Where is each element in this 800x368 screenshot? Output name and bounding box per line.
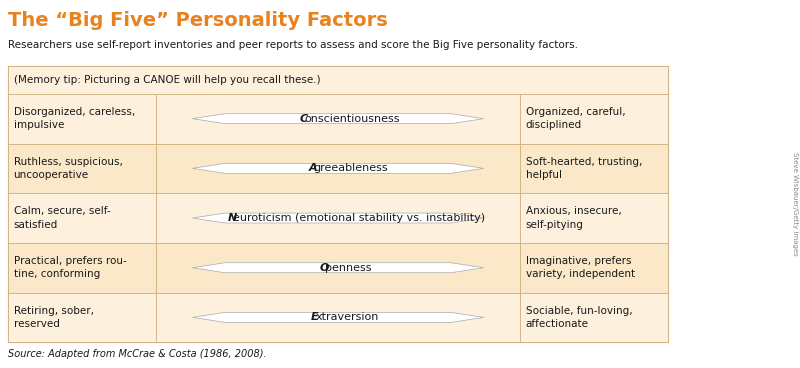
FancyBboxPatch shape bbox=[8, 193, 156, 243]
Polygon shape bbox=[192, 213, 483, 223]
Text: Soft-hearted, trusting,
helpful: Soft-hearted, trusting, helpful bbox=[526, 157, 642, 180]
Polygon shape bbox=[192, 163, 483, 173]
Text: euroticism (emotional stability vs. instability): euroticism (emotional stability vs. inst… bbox=[233, 213, 485, 223]
FancyBboxPatch shape bbox=[156, 94, 520, 144]
FancyBboxPatch shape bbox=[156, 293, 520, 342]
Text: onscientiousness: onscientiousness bbox=[304, 114, 400, 124]
FancyBboxPatch shape bbox=[8, 144, 156, 193]
Text: Calm, secure, self-
satisfied: Calm, secure, self- satisfied bbox=[14, 206, 110, 230]
Text: xtraversion: xtraversion bbox=[315, 312, 379, 322]
Text: The “Big Five” Personality Factors: The “Big Five” Personality Factors bbox=[8, 11, 388, 30]
FancyBboxPatch shape bbox=[520, 144, 668, 193]
Text: Source: Adapted from McCrae & Costa (1986, 2008).: Source: Adapted from McCrae & Costa (198… bbox=[8, 349, 266, 359]
FancyBboxPatch shape bbox=[156, 144, 520, 193]
FancyBboxPatch shape bbox=[8, 293, 156, 342]
FancyBboxPatch shape bbox=[156, 243, 520, 293]
FancyBboxPatch shape bbox=[520, 243, 668, 293]
Text: Disorganized, careless,
impulsive: Disorganized, careless, impulsive bbox=[14, 107, 135, 130]
Text: penness: penness bbox=[325, 263, 371, 273]
Text: Steve Wisbauer/Getty Images: Steve Wisbauer/Getty Images bbox=[792, 152, 798, 256]
Text: (Memory tip: Picturing a CANOE will help you recall these.): (Memory tip: Picturing a CANOE will help… bbox=[14, 75, 320, 85]
Text: greeableness: greeableness bbox=[314, 163, 388, 173]
FancyBboxPatch shape bbox=[8, 94, 156, 144]
Text: Sociable, fun-loving,
affectionate: Sociable, fun-loving, affectionate bbox=[526, 306, 632, 329]
Text: Imaginative, prefers
variety, independent: Imaginative, prefers variety, independen… bbox=[526, 256, 634, 279]
FancyBboxPatch shape bbox=[156, 193, 520, 243]
Polygon shape bbox=[192, 114, 483, 124]
FancyBboxPatch shape bbox=[8, 66, 668, 94]
Text: Researchers use self-report inventories and peer reports to assess and score the: Researchers use self-report inventories … bbox=[8, 40, 578, 50]
Text: O: O bbox=[320, 263, 330, 273]
Polygon shape bbox=[192, 263, 483, 273]
Text: Retiring, sober,
reserved: Retiring, sober, reserved bbox=[14, 306, 94, 329]
FancyBboxPatch shape bbox=[8, 243, 156, 293]
FancyBboxPatch shape bbox=[520, 94, 668, 144]
FancyBboxPatch shape bbox=[520, 293, 668, 342]
FancyBboxPatch shape bbox=[520, 193, 668, 243]
Text: N: N bbox=[228, 213, 238, 223]
FancyBboxPatch shape bbox=[8, 66, 668, 342]
Text: Practical, prefers rou-
tine, conforming: Practical, prefers rou- tine, conforming bbox=[14, 256, 126, 279]
Text: Ruthless, suspicious,
uncooperative: Ruthless, suspicious, uncooperative bbox=[14, 157, 122, 180]
Text: E: E bbox=[311, 312, 318, 322]
Text: Anxious, insecure,
self-pitying: Anxious, insecure, self-pitying bbox=[526, 206, 622, 230]
Text: Organized, careful,
disciplined: Organized, careful, disciplined bbox=[526, 107, 626, 130]
Text: A: A bbox=[309, 163, 318, 173]
Text: C: C bbox=[300, 114, 308, 124]
Polygon shape bbox=[192, 312, 483, 322]
